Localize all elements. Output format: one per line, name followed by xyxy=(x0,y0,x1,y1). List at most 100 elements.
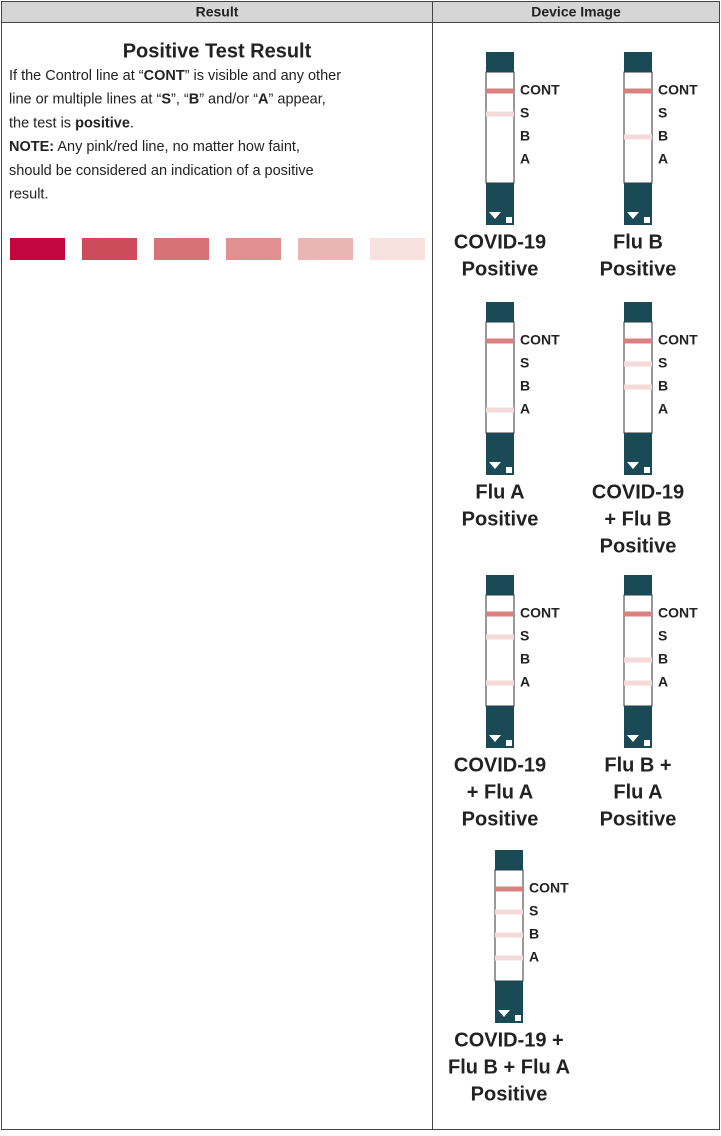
header-cell: Device Image xyxy=(531,4,621,20)
device-caption: COVID-19 + xyxy=(454,1029,563,1051)
strip-top xyxy=(624,52,652,72)
text-run: ” appear, xyxy=(269,92,326,108)
device-caption: Flu B + Flu A xyxy=(448,1056,570,1078)
device-caption: Flu B xyxy=(613,231,663,253)
device-caption: Positive xyxy=(462,508,539,530)
strip-label: B xyxy=(658,128,668,144)
strip-label: A xyxy=(658,151,668,167)
device-caption: + Flu B xyxy=(604,508,671,530)
strip-top xyxy=(486,302,514,322)
text-run: If the Control line at “ xyxy=(9,68,144,84)
text-run: line or multiple lines at “ xyxy=(9,92,161,108)
test-line xyxy=(486,611,514,617)
test-line xyxy=(624,657,652,663)
strip-notch xyxy=(644,740,650,746)
device-caption: Positive xyxy=(471,1083,548,1105)
device-caption: Flu A xyxy=(613,781,662,803)
test-line xyxy=(624,361,652,367)
strip-label: S xyxy=(658,628,667,644)
device-caption: Positive xyxy=(600,535,677,557)
test-line xyxy=(624,680,652,686)
test-line xyxy=(486,407,514,413)
test-line xyxy=(624,338,652,344)
strip-arrow xyxy=(627,212,639,219)
device-caption: COVID-19 xyxy=(592,481,684,503)
paragraph-line: NOTE: Any pink/red line, no matter how f… xyxy=(9,139,300,155)
device-caption: Flu B + xyxy=(604,754,671,776)
device-caption: Positive xyxy=(600,258,677,280)
paragraph-line: If the Control line at “CONT” is visible… xyxy=(9,68,341,84)
test-line xyxy=(624,134,652,140)
strip-notch xyxy=(506,740,512,746)
color-swatch xyxy=(370,238,425,260)
strip-arrow xyxy=(498,1010,510,1017)
strip-label: B xyxy=(529,926,539,942)
device-caption: Positive xyxy=(600,808,677,830)
strip-label: A xyxy=(658,401,668,417)
strip-label: A xyxy=(520,674,530,690)
color-swatch xyxy=(82,238,137,260)
color-swatch xyxy=(298,238,353,260)
strip-top xyxy=(624,575,652,595)
strip-label: S xyxy=(529,903,538,919)
text-run: Any pink/red line, no matter how faint, xyxy=(54,139,300,155)
strip-top xyxy=(486,52,514,72)
strip-notch xyxy=(506,467,512,473)
test-line xyxy=(486,338,514,344)
text-run: ” and/or “ xyxy=(199,92,258,108)
text-run: B xyxy=(189,92,199,108)
strip-label: S xyxy=(520,355,529,371)
strip-label: A xyxy=(520,151,530,167)
strip-label: S xyxy=(658,355,667,371)
paragraph-line: result. xyxy=(9,186,49,202)
strip-label: CONT xyxy=(520,605,560,621)
text-run: S xyxy=(161,92,171,108)
text-run: NOTE: xyxy=(9,139,54,155)
result-title: Positive Test Result xyxy=(123,40,312,62)
text-run: ” is visible and any other xyxy=(185,68,342,84)
color-swatch xyxy=(10,238,65,260)
strip-label: B xyxy=(520,378,530,394)
text-run: should be considered an indication of a … xyxy=(9,163,314,179)
strip-label: B xyxy=(658,378,668,394)
device-caption: Positive xyxy=(462,258,539,280)
test-line xyxy=(486,111,514,117)
strip-top xyxy=(495,850,523,870)
paragraph-line: line or multiple lines at “S”, “B” and/o… xyxy=(9,92,326,108)
device-caption: COVID-19 xyxy=(454,231,546,253)
strip-arrow xyxy=(489,212,501,219)
text-run: CONT xyxy=(144,68,185,84)
color-swatch xyxy=(226,238,281,260)
strip-label: CONT xyxy=(658,332,698,348)
header-row xyxy=(2,2,719,22)
strip-arrow xyxy=(489,735,501,742)
strip-label: CONT xyxy=(520,82,560,98)
device-caption: + Flu A xyxy=(467,781,533,803)
test-line xyxy=(624,611,652,617)
test-line xyxy=(624,88,652,94)
text-run: A xyxy=(258,92,269,108)
strip-arrow xyxy=(489,462,501,469)
test-line xyxy=(486,88,514,94)
test-line xyxy=(495,932,523,938)
test-line xyxy=(495,909,523,915)
strip-label: S xyxy=(520,628,529,644)
strip-label: CONT xyxy=(529,880,569,896)
device-caption: Positive xyxy=(462,808,539,830)
text-run: result. xyxy=(9,186,49,202)
strip-top xyxy=(486,575,514,595)
test-line xyxy=(486,680,514,686)
strip-label: A xyxy=(658,674,668,690)
strip-notch xyxy=(644,467,650,473)
text-run: positive xyxy=(75,115,130,131)
paragraph-line: the test is positive. xyxy=(9,115,134,131)
strip-label: CONT xyxy=(520,332,560,348)
test-line xyxy=(495,886,523,892)
text-run: ”, “ xyxy=(171,92,189,108)
text-run: the test is xyxy=(9,115,75,131)
device-caption: Flu A xyxy=(475,481,524,503)
strip-label: B xyxy=(658,651,668,667)
strip-label: S xyxy=(520,105,529,121)
